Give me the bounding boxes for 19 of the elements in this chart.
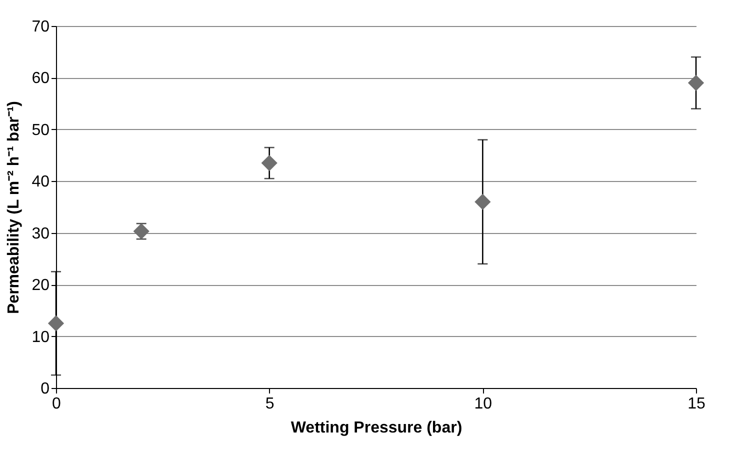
y-tick-label: 50 <box>32 122 50 139</box>
y-tick-label: 60 <box>32 70 50 88</box>
point <box>133 223 150 240</box>
y-axis-title: Permeability (L m⁻² h⁻¹ bar⁻¹) <box>6 101 23 314</box>
y-tick-label: 70 <box>32 18 50 36</box>
x-tick-label: 15 <box>688 396 706 412</box>
x-axis-title: Wetting Pressure (bar) <box>290 420 462 436</box>
x-tick-label: 5 <box>265 396 274 412</box>
x-tick-label: 10 <box>474 396 492 412</box>
y-tick-label: 30 <box>32 225 50 242</box>
y-tick-label: 40 <box>32 174 50 191</box>
point <box>261 154 278 172</box>
y-tick-label: 20 <box>32 277 50 294</box>
point <box>474 194 491 210</box>
point <box>688 74 704 91</box>
point <box>48 315 64 332</box>
y-tick-label: 10 <box>32 328 50 346</box>
x-tick-label: 0 <box>52 396 62 412</box>
y-tick-label: 0 <box>40 380 50 398</box>
